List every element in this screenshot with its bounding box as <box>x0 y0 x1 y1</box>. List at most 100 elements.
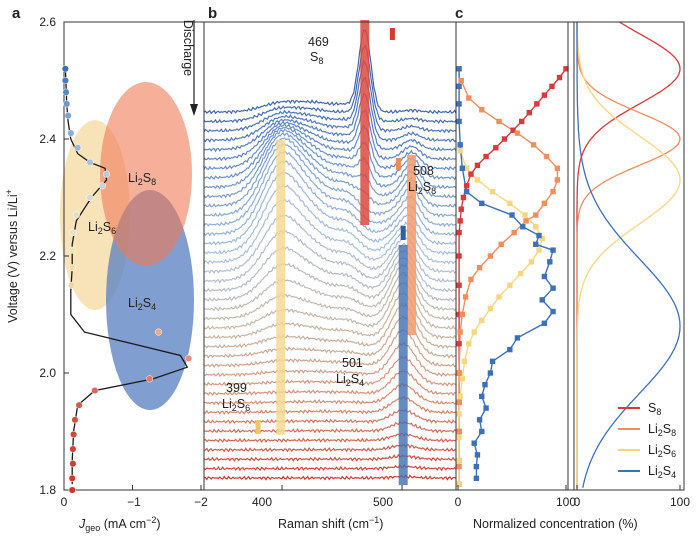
raman-tick-400: 400 <box>252 495 272 509</box>
concentration-point <box>522 212 528 218</box>
concentration-point <box>541 92 548 98</box>
peak-label-li2s8: Li2S8 <box>408 180 436 196</box>
concentration-point <box>510 127 516 133</box>
gaussian-2 <box>576 22 681 488</box>
conc-tick-100: 100 <box>556 495 576 509</box>
raman-spectrum <box>203 108 457 162</box>
raman-spectrum <box>203 383 457 406</box>
cv-marker <box>69 460 77 468</box>
ellipse-label-li2s8: Li2S8 <box>128 171 156 187</box>
cv-marker <box>70 430 78 438</box>
concentration-point <box>463 165 470 171</box>
concentration-point <box>460 194 467 201</box>
concentration-point <box>520 224 526 230</box>
concentration-point <box>463 183 470 189</box>
concentration-point <box>539 297 545 303</box>
concentration-point <box>457 393 463 400</box>
concentration-point <box>466 95 472 101</box>
concentration-point <box>523 218 529 224</box>
concentration-point <box>487 370 494 376</box>
panel-b-letter: b <box>208 5 217 22</box>
cv-marker <box>86 158 94 166</box>
concentration-point <box>541 273 548 280</box>
raman-spectrum <box>203 341 457 378</box>
concentration-point <box>541 200 548 207</box>
concentration-point <box>550 285 556 291</box>
cv-marker <box>68 264 76 272</box>
concentration-point <box>549 83 555 90</box>
ellipse-li2s8 <box>100 82 192 266</box>
concentration-point <box>550 247 556 253</box>
legend-label-s8: S8 <box>648 401 661 417</box>
concentration-point <box>463 188 470 195</box>
cv-marker <box>75 401 83 409</box>
concentration-point <box>479 428 485 435</box>
concentration-point <box>487 253 494 259</box>
panel-a-ylabel: Voltage (V) versus Li/Li+ <box>4 189 20 323</box>
concentration-point <box>514 130 521 136</box>
concentration-point <box>533 224 539 230</box>
concentration-point <box>468 171 474 177</box>
concentration-point <box>474 177 481 183</box>
concentration-point <box>474 452 481 458</box>
concentration-point <box>526 109 532 116</box>
fit-curve-2 <box>458 150 543 485</box>
cv-marker <box>68 474 76 482</box>
concentration-point <box>517 270 524 277</box>
concentration-point <box>456 411 462 417</box>
concentration-point <box>459 376 466 382</box>
concentration-point <box>514 335 521 341</box>
concentration-point <box>457 142 463 148</box>
concentration-point <box>456 341 462 347</box>
panel-a-xlabel: Jgeo (mA cm−2) <box>78 515 161 533</box>
concentration-point <box>534 101 540 107</box>
cv-marker <box>72 211 80 219</box>
cv-marker <box>91 387 99 395</box>
panel-a-ellipses <box>60 82 194 410</box>
legend: S8 Li2S8 Li2S6 Li2S4 <box>618 401 676 480</box>
concentration-point <box>473 463 480 470</box>
raman-spectrum <box>203 463 457 472</box>
gaussian-1 <box>576 22 681 488</box>
concentration-point <box>496 294 502 300</box>
legend-label-li2s8: Li2S8 <box>648 422 676 438</box>
raman-spectrum <box>203 474 457 481</box>
cv-marker <box>185 354 193 362</box>
raman-spectrum <box>203 408 457 425</box>
cv-marker <box>62 88 70 96</box>
concentration-point <box>456 282 462 288</box>
raman-spectrum <box>203 76 457 143</box>
peak-bar-li2s6 <box>276 140 286 435</box>
ellipse-label-li2s4: Li2S4 <box>128 296 156 312</box>
concentration-point <box>498 241 504 247</box>
conc-tick-0-right: 0 <box>574 495 581 509</box>
peak-marker-li2s4 <box>400 226 406 240</box>
panel-a: Li2S8 Li2S6 Li2S4 1.8 2.0 2.2 2.4 2.6 0 … <box>4 15 208 533</box>
concentration-point <box>539 235 545 242</box>
concentration-point <box>471 329 477 335</box>
concentration-point <box>458 77 464 84</box>
concentration-point <box>482 382 488 388</box>
concentration-point <box>466 341 472 347</box>
peak-marker-s8 <box>389 28 395 40</box>
peak-label-501: 501 <box>342 356 363 370</box>
concentration-point <box>483 153 489 160</box>
concentration-point <box>528 259 535 265</box>
concentration-point <box>536 232 542 239</box>
panel-b-peak-bars <box>255 20 417 485</box>
concentration-point <box>456 101 462 107</box>
concentration-point <box>533 212 539 218</box>
concentration-point <box>476 417 483 423</box>
peak-label-s8: S8 <box>310 50 323 66</box>
concentration-point <box>550 308 556 315</box>
concentration-point <box>509 212 515 218</box>
panel-c-gaussians <box>576 21 681 488</box>
concentration-point <box>541 320 548 326</box>
cv-marker <box>61 76 69 85</box>
conc-tick-100-right: 100 <box>670 495 690 509</box>
cv-marker <box>74 144 82 152</box>
cv-marker <box>67 281 76 289</box>
cv-marker <box>68 246 76 254</box>
cv-marker <box>68 486 76 494</box>
